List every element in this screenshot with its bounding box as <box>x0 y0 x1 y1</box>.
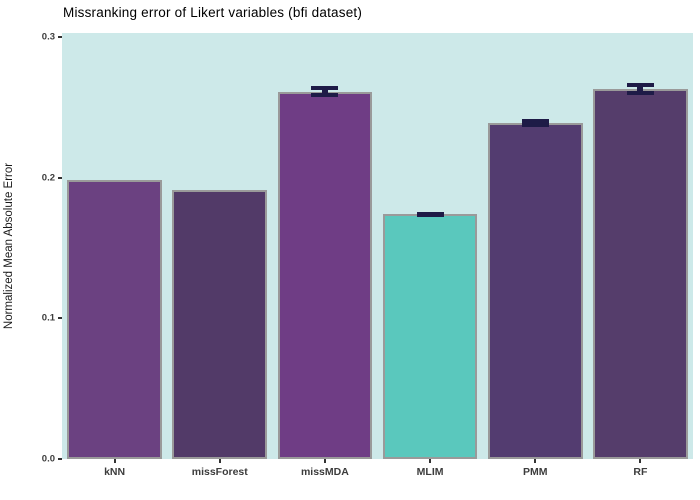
x-tick-label-MLIM: MLIM <box>416 466 444 478</box>
error-bar-PMM <box>521 118 549 128</box>
x-axis: kNN missForest missMDA MLIM PMM RF <box>62 459 693 494</box>
y-tick-mark <box>58 317 62 320</box>
x-tick-label-PMM: PMM <box>523 466 548 478</box>
y-tick-mark <box>58 176 62 179</box>
bar-kNN <box>67 180 162 459</box>
bar-PMM <box>487 122 583 459</box>
x-tick-label-missForest: missForest <box>191 466 248 478</box>
x-tick-label-missMDA: missMDA <box>300 466 349 478</box>
x-tick-mark <box>218 459 221 463</box>
bar-RF <box>593 89 688 459</box>
y-tick-label-0.0: 0.0 <box>41 453 55 465</box>
plot-area <box>62 33 693 459</box>
x-tick-mark <box>113 459 116 463</box>
x-tick-mark <box>534 459 537 463</box>
y-tick-mark <box>58 458 62 460</box>
x-tick-mark <box>429 459 432 463</box>
y-tick-mark <box>58 36 62 38</box>
bar-missMDA <box>277 91 373 459</box>
bar-missForest <box>172 190 268 459</box>
y-tick-label-0.1: 0.1 <box>41 312 55 324</box>
error-bar-part <box>637 82 644 96</box>
x-tick-label-RF: RF <box>633 466 648 478</box>
y-tick-label-0.3: 0.3 <box>41 31 55 43</box>
x-tick-mark <box>323 459 326 463</box>
error-bar-part <box>427 211 434 217</box>
x-tick-mark <box>639 459 642 463</box>
chart-title: Missranking error of Likert variables (b… <box>63 5 363 20</box>
x-tick-label-kNN: kNN <box>104 466 126 478</box>
error-bar-part <box>321 86 328 98</box>
y-axis: 0.0 0.1 0.2 0.3 <box>0 31 62 465</box>
error-bar-missMDA <box>311 86 339 98</box>
bar-MLIM <box>382 214 478 459</box>
y-tick-label-0.2: 0.2 <box>41 172 55 184</box>
error-bar-part <box>532 118 539 128</box>
error-bar-RF <box>626 82 654 96</box>
error-bar-MLIM <box>416 211 444 217</box>
